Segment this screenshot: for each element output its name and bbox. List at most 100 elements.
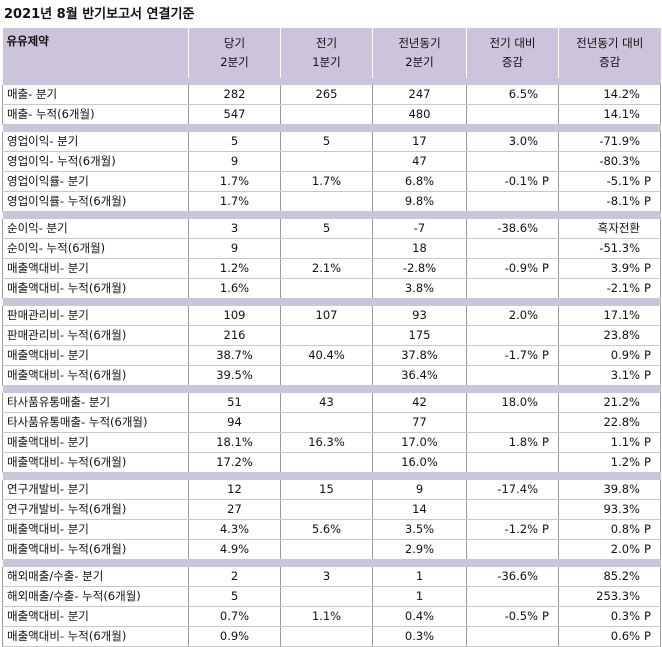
cell-previous-quarter: 5 (280, 219, 373, 239)
cell-last-year-quarter: 9 (372, 480, 467, 500)
table-row: 영업이익- 분기 5 5 17 3.0% -71.9% (2, 132, 661, 152)
cell-current-quarter-value: 12 (227, 482, 242, 496)
cell-current-quarter: 1.7% (188, 191, 281, 212)
cell-qoq-change: -0.9% P (466, 258, 559, 279)
cell-yoy-change-value: 22.8% (603, 415, 640, 429)
row-label-value: 해외매출/수출- 누적(6개월) (7, 589, 141, 603)
cell-previous-quarter-value: 1.7% (311, 174, 342, 188)
cell-previous-quarter (280, 151, 373, 172)
cell-previous-quarter-value: 40.4% (308, 348, 345, 362)
cell-current-quarter-value: 9 (230, 241, 239, 255)
row-label-value: 매출액대비- 분기 (7, 348, 89, 362)
cell-last-year-quarter: 1 (372, 586, 467, 607)
cell-qoq-change-value: 2.0% (508, 308, 538, 322)
cell-current-quarter: 18.1% (188, 432, 281, 453)
cell-last-year-quarter-value: 2.9% (404, 542, 435, 556)
row-label-value: 타사품유통매출- 분기 (7, 395, 111, 409)
cell-yoy-change: 21.2% (558, 393, 661, 413)
cell-current-quarter-value: 39.5% (216, 368, 253, 382)
row-label: 타사품유통매출- 누적(6개월) (2, 412, 189, 433)
cell-previous-quarter-value: 43 (319, 395, 334, 409)
cell-yoy-change-value: 1.1% (610, 435, 640, 449)
percent-point-unit: P (542, 174, 549, 188)
cell-current-quarter: 282 (188, 85, 281, 105)
cell-previous-quarter (280, 412, 373, 433)
table-row: 영업이익률- 분기 1.7% 1.7% 6.8% -0.1% P -5.1% P (2, 171, 661, 192)
cell-current-quarter-value: 109 (223, 308, 246, 322)
row-label: 영업이익- 분기 (2, 132, 189, 152)
cell-qoq-change (466, 104, 559, 125)
row-label-value: 연구개발비- 분기 (7, 482, 89, 496)
cell-last-year-quarter-value: 42 (412, 395, 427, 409)
cell-qoq-change-value: 1.8% (508, 435, 538, 449)
cell-previous-quarter (280, 626, 373, 647)
cell-current-quarter: 547 (188, 104, 281, 125)
table-row: 해외매출/수출- 분기 2 3 1 -36.6% 85.2% (2, 567, 661, 587)
cell-last-year-quarter: 77 (372, 412, 467, 433)
cell-last-year-quarter-value: 17.0% (401, 435, 438, 449)
group-separator-band (2, 472, 661, 480)
row-label-value: 순이익- 누적(6개월) (7, 241, 106, 255)
cell-previous-quarter: 5 (280, 132, 373, 152)
row-label: 매출액대비- 분기 (2, 606, 189, 627)
cell-current-quarter-value: 1.6% (219, 281, 250, 295)
cell-qoq-change (466, 151, 559, 172)
table-row: 영업이익률- 누적(6개월) 1.7% 9.8% -8.1% P (2, 191, 661, 212)
table-row: 해외매출/수출- 누적(6개월) 5 1 253.3% (2, 586, 661, 607)
cell-last-year-quarter-value: 0.4% (404, 609, 435, 623)
row-label: 매출액대비- 누적(6개월) (2, 278, 189, 299)
cell-previous-quarter: 1.7% (280, 171, 373, 192)
row-label-value: 판매관리비- 분기 (7, 308, 89, 322)
cell-yoy-change-value: 0.3% (610, 609, 640, 623)
cell-yoy-change: 0.8% P (558, 519, 661, 540)
cell-qoq-change-value: -1.7% (504, 348, 538, 362)
cell-previous-quarter (280, 238, 373, 259)
row-label-value: 매출액대비- 분기 (7, 522, 89, 536)
report-title: 2021년 8월 반기보고서 연결기준 (4, 7, 195, 22)
cell-yoy-change-value: -5.1% (606, 174, 640, 188)
percent-point-unit: P (644, 629, 651, 643)
percent-point-unit: P (644, 609, 651, 623)
cell-last-year-quarter-value: 175 (408, 328, 431, 342)
cell-yoy-change: -2.1% P (558, 278, 661, 299)
row-label-value: 매출액대비- 누적(6개월) (7, 629, 127, 643)
row-label: 해외매출/수출- 분기 (2, 567, 189, 587)
cell-previous-quarter: 3 (280, 567, 373, 587)
row-label-value: 판매관리비- 누적(6개월) (7, 328, 127, 342)
group-separator-band (2, 78, 661, 85)
table-row: 영업이익- 누적(6개월) 9 47 -80.3% (2, 151, 661, 172)
percent-point-unit: P (644, 455, 651, 469)
row-label: 영업이익- 누적(6개월) (2, 151, 189, 172)
cell-previous-quarter-value: 3 (322, 569, 331, 583)
cell-yoy-change: 3.9% P (558, 258, 661, 279)
row-label-value: 매출- 누적(6개월) (7, 107, 95, 121)
group-separator (2, 211, 661, 219)
cell-current-quarter: 5 (188, 586, 281, 607)
row-label-value: 해외매출/수출- 분기 (7, 569, 104, 583)
percent-point-unit: P (644, 348, 651, 362)
financial-table: 유유제약 당기 2분기 전기 1분기 전년동기 2분기 전기 대비 증감 전년동기 대비… (2, 28, 661, 647)
cell-yoy-change: -80.3% (558, 151, 661, 172)
cell-qoq-change-value: -0.1% (504, 174, 538, 188)
row-label-value: 매출액대비- 누적(6개월) (7, 368, 127, 382)
table-row: 매출액대비- 분기 4.3% 5.6% 3.5% -1.2% P 0.8% P (2, 519, 661, 540)
cell-yoy-change-value: 14.2% (603, 87, 640, 101)
row-label: 매출액대비- 누적(6개월) (2, 626, 189, 647)
cell-qoq-change-value: -38.6% (497, 221, 538, 235)
cell-yoy-change-value: 0.8% (610, 522, 640, 536)
header-last-year-quarter: 전년동기 2분기 (372, 28, 467, 78)
row-label: 판매관리비- 누적(6개월) (2, 325, 189, 346)
percent-point-unit: P (644, 522, 651, 536)
cell-last-year-quarter-value: 480 (408, 107, 431, 121)
cell-previous-quarter (280, 365, 373, 386)
cell-last-year-quarter: 14 (372, 499, 467, 520)
cell-qoq-change: -0.5% P (466, 606, 559, 627)
cell-previous-quarter: 107 (280, 306, 373, 326)
cell-qoq-change-value: -0.9% (504, 261, 538, 275)
cell-qoq-change: 3.0% (466, 132, 559, 152)
table-row: 판매관리비- 분기 109 107 93 2.0% 17.1% (2, 306, 661, 326)
cell-qoq-change: 2.0% (466, 306, 559, 326)
cell-yoy-change-value: 17.1% (603, 308, 640, 322)
cell-qoq-change (466, 238, 559, 259)
cell-current-quarter-value: 94 (227, 415, 242, 429)
